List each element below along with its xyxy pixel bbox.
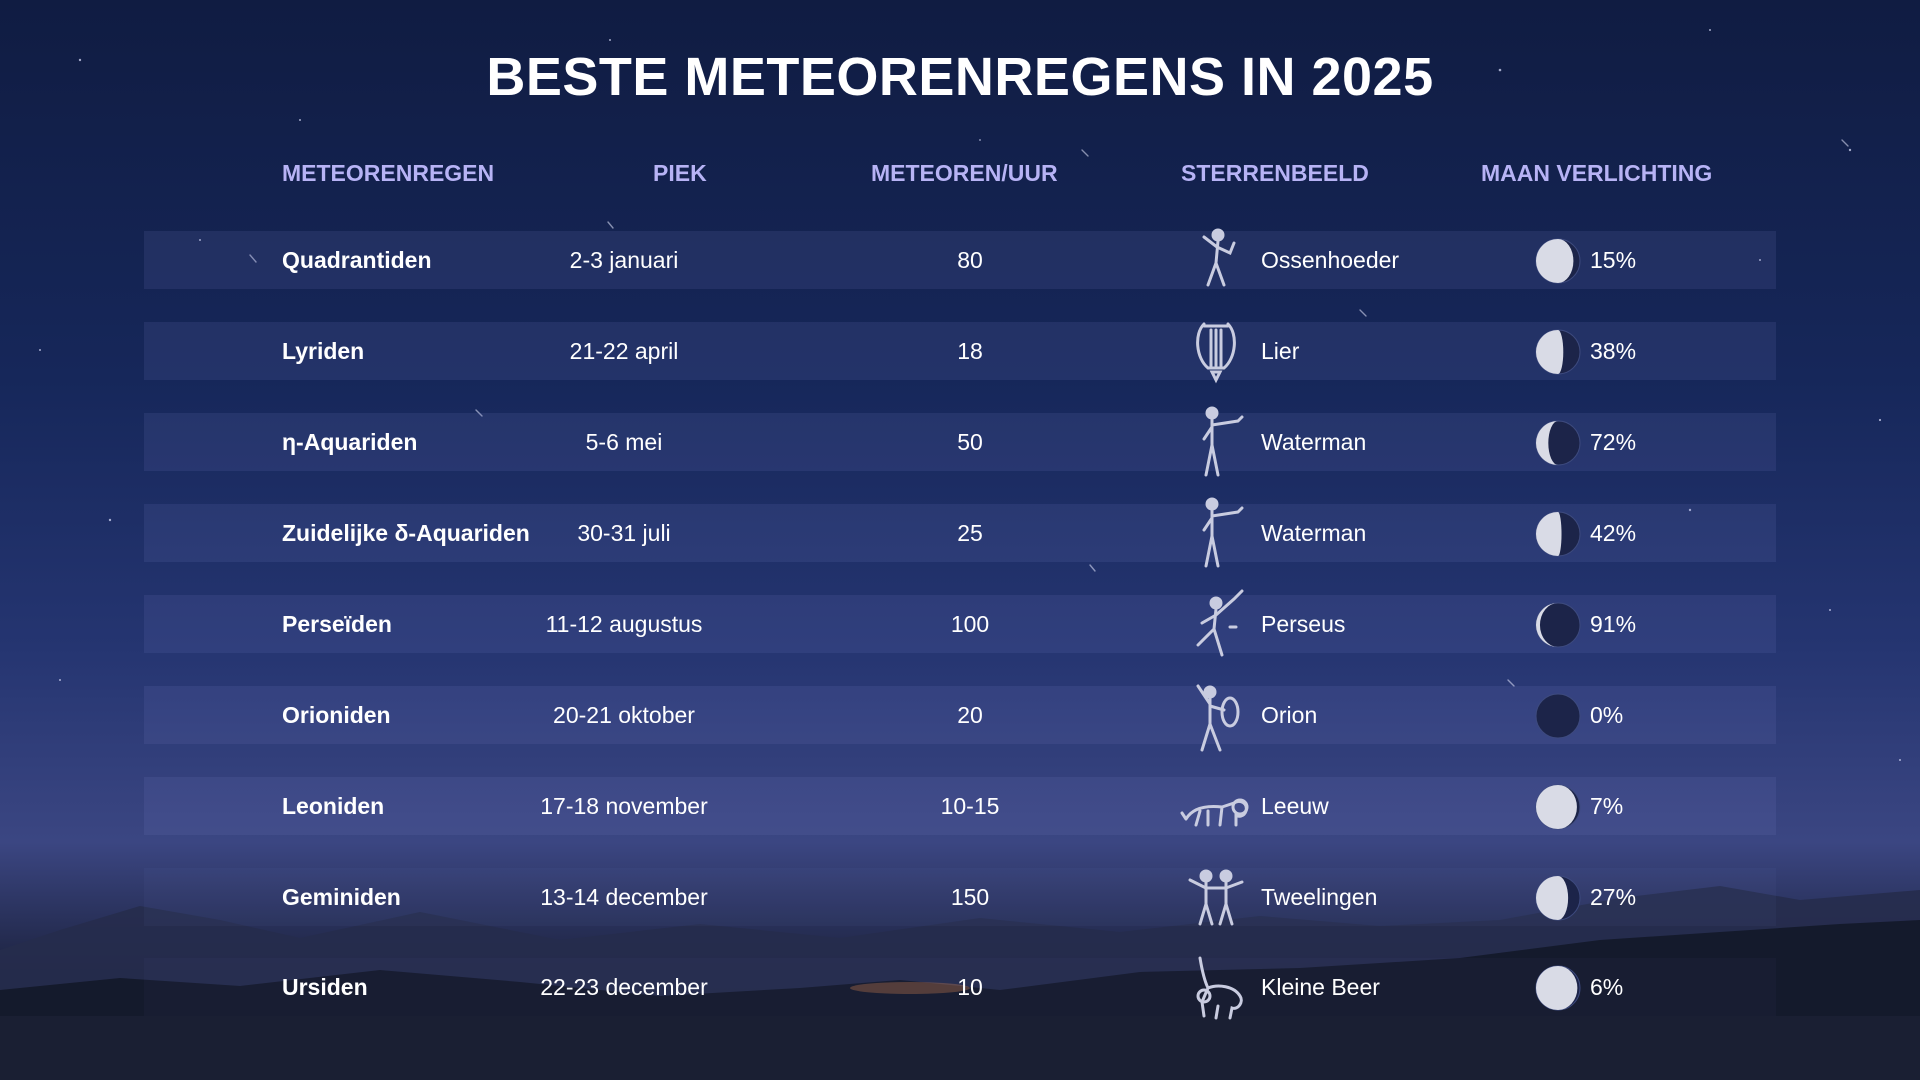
- moon-phase-icon: [1534, 510, 1582, 558]
- page-title: BESTE METEORENREGENS IN 2025: [486, 47, 1434, 107]
- constellation-name: Tweelingen: [1261, 884, 1378, 910]
- meteor-rate: 100: [950, 611, 990, 637]
- moon-phase-icon: [1534, 601, 1582, 649]
- table-row: Quadrantiden 2-3 januari 80 Ossenhoeder …: [144, 228, 1776, 289]
- constellation-name: Ossenhoeder: [1261, 247, 1400, 273]
- moon-phase-icon: [1534, 328, 1582, 376]
- table-row: Geminiden 13-14 december 150 Tweelingen …: [144, 868, 1776, 926]
- constellation-name: Leeuw: [1261, 793, 1329, 819]
- moon-illumination: 27%: [1590, 884, 1637, 910]
- constellation-name: Orion: [1261, 702, 1318, 728]
- shower-name: Zuidelijke δ-Aquariden: [282, 520, 530, 546]
- moon-illumination: 38%: [1590, 338, 1637, 364]
- moon-illumination: 42%: [1590, 520, 1637, 546]
- table-row: Perseïden 11-12 augustus 100 Perseus 91%: [144, 589, 1776, 657]
- column-header-peak: PIEK: [653, 160, 707, 186]
- shower-name: Leoniden: [282, 793, 385, 819]
- column-header-moon: MAAN VERLICHTING: [1481, 160, 1713, 186]
- peak-date: 2-3 januari: [569, 247, 679, 273]
- moon-illumination: 91%: [1590, 611, 1637, 637]
- moon-illumination: 15%: [1590, 247, 1637, 273]
- orion-figure-icon: [1178, 678, 1254, 752]
- meteor-rate: 150: [950, 884, 990, 910]
- moon-phase-icon: [1534, 237, 1582, 285]
- table-row: Zuidelijke δ-Aquariden 30-31 juli 25 Wat…: [144, 497, 1776, 568]
- table-header: METEORENREGEN PIEK METEOREN/UUR STERRENB…: [0, 160, 1920, 190]
- moon-illumination: 7%: [1590, 793, 1624, 819]
- constellation-name: Waterman: [1261, 520, 1367, 546]
- meteor-rate: 10: [957, 974, 983, 1000]
- peak-date: 17-18 november: [540, 793, 708, 819]
- shower-name: η-Aquariden: [282, 429, 418, 455]
- shower-name: Ursiden: [282, 974, 368, 1000]
- peak-date: 11-12 augustus: [545, 611, 703, 637]
- peak-date: 21-22 april: [569, 338, 679, 364]
- meteor-rate: 10-15: [940, 793, 1000, 819]
- table-row: Ursiden 22-23 december 10 Kleine Beer 6%: [144, 956, 1776, 1020]
- moon-phase-icon: [1534, 783, 1582, 831]
- peak-date: 13-14 december: [540, 884, 708, 910]
- moon-phase-icon: [1534, 419, 1582, 467]
- meteor-rate: 50: [957, 429, 983, 455]
- aquarius-figure-icon: [1178, 496, 1254, 570]
- table-row: Leoniden 17-18 november 10-15 Leeuw 7%: [144, 777, 1776, 835]
- shower-name: Quadrantiden: [282, 247, 432, 273]
- moon-illumination: 72%: [1590, 429, 1637, 455]
- column-header-constellation: STERRENBEELD: [1181, 160, 1369, 186]
- column-header-rate: METEOREN/UUR: [871, 160, 1058, 186]
- aquarius-figure-icon: [1178, 405, 1254, 479]
- constellation-name: Kleine Beer: [1261, 974, 1380, 1000]
- mountain-landscape: [0, 886, 1920, 1080]
- moon-phase-icon: [1534, 692, 1582, 740]
- moon-phase-icon: [1534, 964, 1582, 1012]
- shower-name: Geminiden: [282, 884, 401, 910]
- peak-date: 30-31 juli: [577, 520, 671, 546]
- moon-illumination: 0%: [1590, 702, 1624, 728]
- constellation-name: Perseus: [1261, 611, 1346, 637]
- shower-name: Lyriden: [282, 338, 365, 364]
- constellation-name: Lier: [1261, 338, 1300, 364]
- meteor-rate: 25: [957, 520, 983, 546]
- constellation-name: Waterman: [1261, 429, 1367, 455]
- gemini-twins-icon: [1178, 860, 1254, 934]
- shower-name: Perseïden: [282, 611, 392, 637]
- meteor-rate: 20: [957, 702, 983, 728]
- moon-phase-icon: [1534, 874, 1582, 922]
- shower-name: Orioniden: [282, 702, 391, 728]
- moon-illumination: 6%: [1590, 974, 1624, 1000]
- table-row: Orioniden 20-21 oktober 20 Orion 0%: [144, 684, 1776, 752]
- column-header-shower: METEORENREGEN: [282, 160, 495, 186]
- lyre-icon: [1178, 314, 1254, 388]
- peak-date: 5-6 mei: [585, 429, 663, 455]
- table-row: Lyriden 21-22 april 18 Lier 38%: [144, 322, 1776, 384]
- perseus-figure-icon: [1178, 587, 1254, 661]
- lion-icon: [1178, 769, 1254, 843]
- peak-date: 22-23 december: [540, 974, 708, 1000]
- meteor-rate: 18: [957, 338, 983, 364]
- meteor-rate: 80: [957, 247, 983, 273]
- peak-date: 20-21 oktober: [553, 702, 695, 728]
- bear-icon: [1178, 950, 1254, 1024]
- table-row: η-Aquariden 5-6 mei 50 Waterman 72%: [144, 406, 1776, 477]
- bootes-figure-icon: [1178, 223, 1254, 297]
